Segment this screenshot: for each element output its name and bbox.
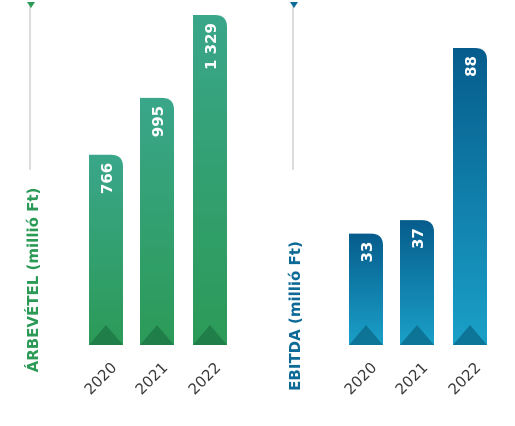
axis-marker-icon [27, 2, 35, 8]
y-axis-title: EBITDA (millió Ft) [286, 241, 304, 391]
bar-value-label: 37 [409, 228, 427, 249]
bar [140, 97, 174, 345]
bar [453, 48, 487, 345]
bar [349, 233, 383, 345]
bar [89, 154, 123, 345]
bar-base-accent [400, 325, 434, 345]
bar-base-accent [193, 325, 227, 345]
x-tick-label: 2021 [392, 359, 432, 399]
x-tick-label: 2020 [81, 359, 121, 399]
bar-value-label: 1 329 [202, 23, 220, 70]
y-axis-title: ÁRBEVÉTEL (millió Ft) [23, 188, 42, 373]
bar-base-accent [349, 325, 383, 345]
bar-value-label: 88 [462, 56, 480, 77]
x-tick-label: 2021 [132, 359, 172, 399]
bar-base-accent [89, 325, 123, 345]
bar-value-label: 33 [358, 242, 376, 263]
revenue-chart: ÁRBEVÉTEL (millió Ft) 766 2020 995 2021 1 329… [23, 2, 227, 398]
bar [193, 15, 227, 345]
x-tick-label: 2020 [341, 359, 381, 399]
bar-value-label: 766 [98, 163, 116, 194]
bar-base-accent [453, 325, 487, 345]
bar-base-accent [140, 325, 174, 345]
x-tick-label: 2022 [185, 359, 225, 399]
x-tick-label: 2022 [445, 359, 485, 399]
ebitda-chart: EBITDA (millió Ft) 33 2020 37 2021 88 2022 [286, 2, 487, 398]
bar-value-label: 995 [149, 106, 167, 137]
bar [400, 220, 434, 345]
axis-marker-icon [290, 2, 298, 8]
